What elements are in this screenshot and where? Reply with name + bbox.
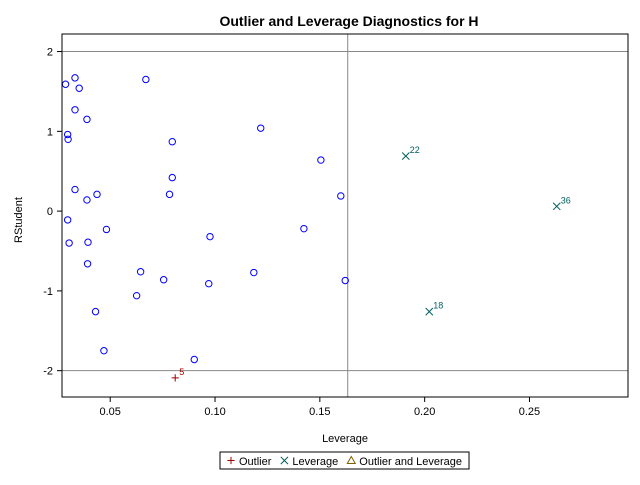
data-point xyxy=(83,196,91,204)
data-point xyxy=(317,156,325,164)
point-label: 36 xyxy=(561,195,571,205)
data-point xyxy=(91,307,100,316)
data-point xyxy=(65,239,73,247)
data-point xyxy=(425,307,434,316)
legend-box xyxy=(219,451,470,470)
x-axis-label: Leverage xyxy=(322,433,368,445)
data-point xyxy=(71,74,79,82)
data-point xyxy=(136,268,145,276)
point-label: 5 xyxy=(179,367,184,377)
data-point xyxy=(64,135,72,144)
data-point xyxy=(206,232,214,241)
data-point xyxy=(84,238,92,246)
y-tick-label: 1 xyxy=(47,126,53,138)
plot-frame xyxy=(61,33,629,398)
x-tick-label: 0.20 xyxy=(414,406,435,418)
data-point xyxy=(83,260,92,268)
data-point xyxy=(83,115,91,124)
y-tick-label: -2 xyxy=(43,366,53,378)
legend-label: Leverage xyxy=(292,456,338,468)
data-point xyxy=(165,190,174,199)
data-point xyxy=(102,225,111,234)
x-tick-label: 0.15 xyxy=(309,406,330,418)
legend-label: Outlier and Leverage xyxy=(359,456,462,468)
data-point xyxy=(142,75,150,84)
y-axis-label: RStudent xyxy=(13,197,25,243)
data-point xyxy=(71,106,79,114)
x-tick-label: 0.25 xyxy=(519,406,540,418)
data-point xyxy=(341,276,349,285)
legend-marker-x xyxy=(280,456,289,465)
x-tick-label: 0.05 xyxy=(100,406,121,418)
data-point xyxy=(100,347,108,355)
legend-marker-triangle xyxy=(346,455,357,464)
legend: Outlier Leverage Outlier and Leverage xyxy=(219,451,470,470)
point-label: 18 xyxy=(433,301,443,311)
data-point xyxy=(132,291,141,300)
data-point xyxy=(257,124,265,132)
data-point xyxy=(337,192,345,200)
data-point xyxy=(401,152,410,161)
data-point xyxy=(300,224,308,233)
data-point xyxy=(205,280,213,288)
data-point xyxy=(75,84,83,92)
data-point xyxy=(63,216,72,224)
data-point xyxy=(552,202,561,211)
chart-title: Outlier and Leverage Diagnostics for H xyxy=(219,13,478,29)
data-point xyxy=(71,185,79,194)
y-tick-label: 2 xyxy=(47,47,53,59)
x-tick-label: 0.10 xyxy=(204,406,225,418)
y-tick-label: 0 xyxy=(47,206,53,218)
data-point xyxy=(63,130,72,139)
y-tick-label: -1 xyxy=(43,286,53,298)
data-point xyxy=(168,138,176,146)
legend-marker-plus xyxy=(227,456,235,465)
point-label: 22 xyxy=(410,145,420,155)
data-point xyxy=(159,276,168,284)
data-point xyxy=(190,355,198,364)
plot-area xyxy=(62,34,628,397)
legend-label: Outlier xyxy=(239,456,272,468)
data-point xyxy=(93,190,101,199)
data-point xyxy=(171,374,179,382)
data-point xyxy=(168,173,176,182)
data-point xyxy=(250,268,258,277)
